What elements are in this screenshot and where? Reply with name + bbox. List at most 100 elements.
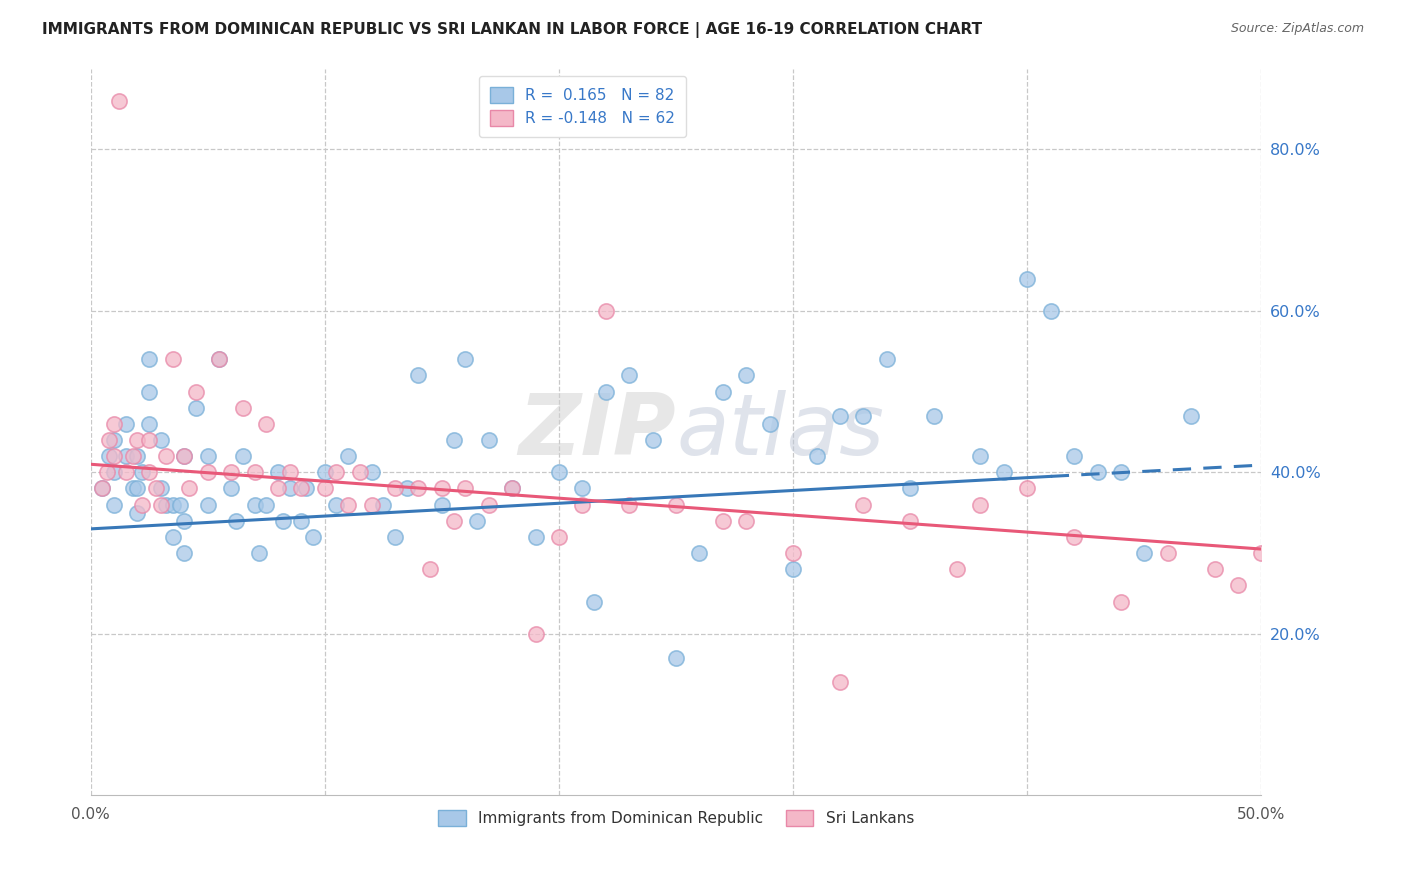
Point xyxy=(408,368,430,383)
Point xyxy=(232,401,254,415)
Point xyxy=(465,514,488,528)
Point xyxy=(162,530,184,544)
Point xyxy=(595,303,617,318)
Point xyxy=(103,417,125,431)
Point xyxy=(314,482,336,496)
Point xyxy=(98,433,121,447)
Point xyxy=(478,433,501,447)
Point xyxy=(173,449,195,463)
Point xyxy=(828,675,851,690)
Point xyxy=(1227,578,1250,592)
Point xyxy=(758,417,780,431)
Point xyxy=(295,482,318,496)
Point xyxy=(337,498,360,512)
Point xyxy=(665,498,688,512)
Point xyxy=(290,482,312,496)
Point xyxy=(1133,546,1156,560)
Point xyxy=(197,449,219,463)
Point xyxy=(91,482,114,496)
Point xyxy=(184,384,207,399)
Point xyxy=(922,409,945,423)
Point xyxy=(524,530,547,544)
Point xyxy=(127,433,149,447)
Point xyxy=(302,530,325,544)
Point xyxy=(290,514,312,528)
Point xyxy=(1157,546,1180,560)
Point xyxy=(735,368,758,383)
Point xyxy=(524,627,547,641)
Text: IMMIGRANTS FROM DOMINICAN REPUBLIC VS SRI LANKAN IN LABOR FORCE | AGE 16-19 CORR: IMMIGRANTS FROM DOMINICAN REPUBLIC VS SR… xyxy=(42,22,983,38)
Point xyxy=(103,449,125,463)
Point xyxy=(969,449,991,463)
Point xyxy=(197,498,219,512)
Point xyxy=(373,498,395,512)
Point xyxy=(267,482,290,496)
Point xyxy=(1180,409,1202,423)
Point xyxy=(852,498,875,512)
Point xyxy=(91,482,114,496)
Point xyxy=(197,466,219,480)
Point xyxy=(1087,466,1109,480)
Point xyxy=(583,594,606,608)
Point xyxy=(852,409,875,423)
Point xyxy=(121,449,143,463)
Point xyxy=(149,498,172,512)
Point xyxy=(641,433,664,447)
Point xyxy=(254,417,277,431)
Point xyxy=(173,449,195,463)
Point xyxy=(619,498,641,512)
Point xyxy=(114,449,136,463)
Point xyxy=(571,482,593,496)
Point xyxy=(1039,303,1062,318)
Point xyxy=(169,498,191,512)
Point xyxy=(219,482,242,496)
Text: atlas: atlas xyxy=(676,391,884,474)
Point xyxy=(138,384,160,399)
Point xyxy=(278,482,301,496)
Point xyxy=(454,352,477,367)
Point xyxy=(177,482,200,496)
Point xyxy=(395,482,418,496)
Point xyxy=(145,482,167,496)
Point xyxy=(155,449,177,463)
Point xyxy=(254,498,277,512)
Point xyxy=(443,514,465,528)
Point xyxy=(430,498,453,512)
Point xyxy=(208,352,231,367)
Point xyxy=(1063,530,1085,544)
Point xyxy=(969,498,991,512)
Point xyxy=(225,514,247,528)
Point xyxy=(828,409,851,423)
Point xyxy=(501,482,523,496)
Point xyxy=(121,482,143,496)
Point xyxy=(898,482,921,496)
Point xyxy=(1109,594,1132,608)
Point xyxy=(162,352,184,367)
Point xyxy=(782,546,804,560)
Point xyxy=(173,514,195,528)
Point xyxy=(267,466,290,480)
Point xyxy=(98,449,121,463)
Point xyxy=(278,466,301,480)
Text: ZIP: ZIP xyxy=(519,391,676,474)
Point xyxy=(103,433,125,447)
Point xyxy=(806,449,828,463)
Point xyxy=(443,433,465,447)
Point xyxy=(898,514,921,528)
Point xyxy=(1250,546,1272,560)
Point xyxy=(782,562,804,576)
Point xyxy=(478,498,501,512)
Point xyxy=(149,433,172,447)
Point xyxy=(114,466,136,480)
Point xyxy=(96,466,118,480)
Point xyxy=(993,466,1015,480)
Point xyxy=(149,482,172,496)
Point xyxy=(127,482,149,496)
Point xyxy=(138,417,160,431)
Point xyxy=(243,466,266,480)
Point xyxy=(107,94,129,108)
Point xyxy=(688,546,710,560)
Point xyxy=(419,562,441,576)
Point xyxy=(595,384,617,399)
Point xyxy=(325,498,347,512)
